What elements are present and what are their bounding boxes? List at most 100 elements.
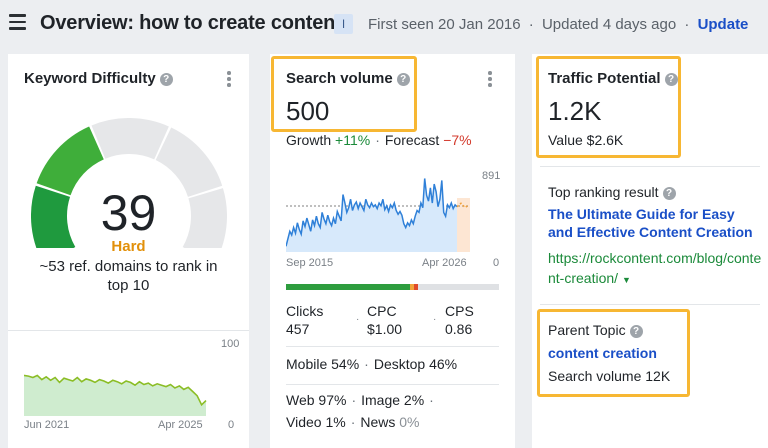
parent-topic-volume: Search volume 12K <box>548 368 671 384</box>
help-icon[interactable]: ? <box>662 187 676 200</box>
sv-more-icon[interactable] <box>487 71 493 89</box>
kd-history-chart <box>24 374 207 416</box>
kd-gauge <box>31 118 227 248</box>
distribution-segment <box>413 284 419 290</box>
sv-forecast-zone <box>457 198 470 252</box>
growth-value: +11% <box>335 132 371 148</box>
growth-row: Growth +11% · Forecast −7% <box>286 132 472 148</box>
search-volume-card: Search volume? 500 Growth +11% · Forecast … <box>270 54 515 448</box>
sv-chart-max: 891 <box>482 170 501 182</box>
top-result-title-link[interactable]: The Ultimate Guide for Easy and Effectiv… <box>548 206 753 240</box>
divider <box>540 166 760 167</box>
help-icon[interactable]: ? <box>159 73 173 86</box>
kd-value: 39 <box>100 185 157 241</box>
kd-chart-min: 0 <box>228 419 235 431</box>
kd-chart-max: 100 <box>221 338 240 350</box>
tp-label-row: Traffic Potential? <box>548 70 678 87</box>
distribution-segment <box>286 284 410 290</box>
top-result-url-text[interactable]: https://rockcontent.com/blog/content-cre… <box>548 250 762 286</box>
help-icon[interactable]: ? <box>629 325 643 338</box>
metric-value: $1.00 <box>367 321 403 337</box>
tp-money-value: Value $2.6K <box>548 132 624 148</box>
updated-time: Updated 4 days ago <box>541 16 677 33</box>
kd-label-row: Keyword Difficulty? <box>24 70 173 87</box>
divider <box>540 304 760 305</box>
metric-label: CPS <box>445 303 474 319</box>
forecast-value: −7% <box>443 132 472 148</box>
help-icon[interactable]: ? <box>396 73 410 86</box>
news-label: News <box>360 414 396 430</box>
distribution-segment <box>418 284 499 290</box>
parent-topic-label-row: Parent Topic? <box>548 322 643 338</box>
kd-level: Hard <box>111 238 146 255</box>
forecast-label: Forecast <box>384 132 440 148</box>
kd-description: ~53 ref. domains to rank in top 10 <box>39 258 218 294</box>
metric-label: CPC <box>367 303 397 319</box>
metrics-row: Clicks 457 · CPC $1.00 · CPS 0.86 <box>286 302 499 338</box>
divider <box>286 346 499 347</box>
device-row: Mobile 54% · Desktop 46% <box>286 356 457 372</box>
sv-history-area <box>286 178 457 252</box>
serp-type-row-2: Video 1% · News 0% <box>286 414 420 430</box>
help-icon[interactable]: ? <box>664 73 678 86</box>
top-result-label: Top ranking result <box>548 184 659 200</box>
parent-topic-label: Parent Topic <box>548 322 626 338</box>
kd-chart-end: Apr 2025 <box>158 419 203 431</box>
kd-gauge-segment <box>31 185 76 248</box>
keyword-difficulty-card: Keyword Difficulty? 39 Hard ~53 ref. dom… <box>8 54 249 448</box>
menu-icon[interactable] <box>9 14 26 30</box>
sv-chart-start: Sep 2015 <box>286 257 334 269</box>
sv-history-line <box>286 178 458 247</box>
serp-type-row-1: Web 97% · Image 2% · <box>286 392 439 408</box>
divider <box>286 384 499 385</box>
kd-gauge-segment <box>91 118 169 160</box>
top-result-url[interactable]: https://rockcontent.com/blog/content-cre… <box>548 248 762 290</box>
separator: · <box>356 314 360 325</box>
metric-value: 0.86 <box>445 321 473 337</box>
kd-more-icon[interactable] <box>226 71 232 89</box>
metric-label: Clicks <box>286 303 324 319</box>
image-share: Image 2% <box>361 392 425 408</box>
kd-gauge-segment <box>36 126 104 196</box>
video-share: Video 1% <box>286 414 346 430</box>
web-share: Web 97% <box>286 392 347 408</box>
metric-cpc: CPC $1.00 <box>367 302 402 338</box>
kd-gauge-segment <box>155 127 223 197</box>
language-badge: I <box>334 14 353 34</box>
metric-clicks: Clicks 457 <box>286 302 323 338</box>
traffic-potential-card: Traffic Potential? 1.2K Value $2.6K Top … <box>532 54 768 448</box>
sv-label: Search volume <box>286 70 393 87</box>
page-title: Overview: how to create content <box>40 12 342 34</box>
sv-forecast-line <box>456 202 470 209</box>
distribution-segment <box>409 284 414 290</box>
parent-topic-link[interactable]: content creation <box>548 345 657 361</box>
growth-label: Growth <box>286 132 332 148</box>
sv-label-row: Search volume? <box>286 70 410 87</box>
separator: · <box>350 414 356 430</box>
tp-label: Traffic Potential <box>548 70 661 87</box>
kd-gauge-segment <box>182 188 227 248</box>
separator: · <box>375 132 380 148</box>
separator: · <box>433 314 437 325</box>
metric-cps: CPS 0.86 <box>445 302 474 338</box>
sv-chart-min: 0 <box>493 257 500 269</box>
intent-distribution-bar <box>286 284 499 290</box>
chevron-down-icon[interactable]: ▼ <box>622 275 631 285</box>
news-share: 0% <box>399 414 420 430</box>
separator: · <box>364 356 369 372</box>
mobile-share: Mobile 54% <box>286 356 360 372</box>
sv-value: 500 <box>286 96 330 126</box>
top-result-label-row: Top ranking result? <box>548 184 676 200</box>
first-seen: First seen 20 Jan 2016 <box>368 16 521 33</box>
kd-chart-start: Jun 2021 <box>24 419 70 431</box>
header-meta: First seen 20 Jan 2016 · Updated 4 days … <box>368 16 748 33</box>
desktop-share: Desktop 46% <box>373 356 458 372</box>
kd-label: Keyword Difficulty <box>24 70 156 87</box>
update-link[interactable]: Update <box>697 16 749 33</box>
separator: · <box>528 16 534 33</box>
sv-chart-end: Apr 2026 <box>422 257 467 269</box>
kd-gauge-segments <box>31 118 227 248</box>
metric-value: 457 <box>286 321 310 337</box>
sv-history-chart <box>286 178 470 252</box>
kd-history-line <box>24 374 207 407</box>
